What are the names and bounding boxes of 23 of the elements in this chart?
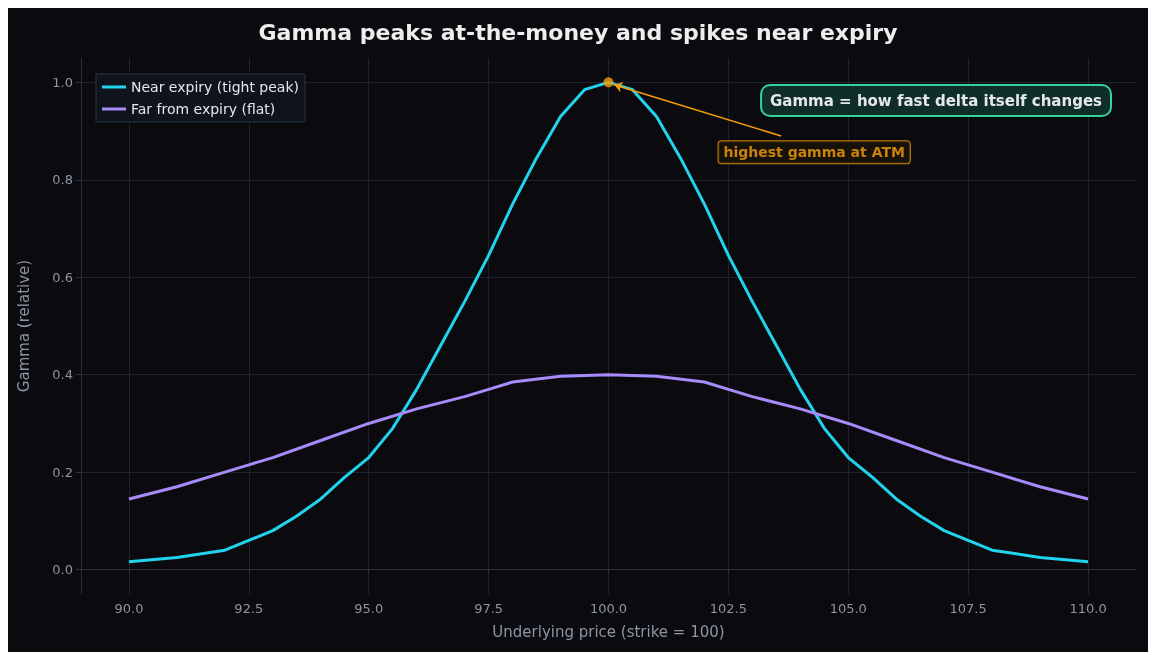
legend-label: Near expiry (tight peak) bbox=[131, 79, 299, 95]
y-tick-label: 0.6 bbox=[52, 269, 73, 285]
y-tick-label: 1.0 bbox=[52, 74, 73, 90]
annotation: Gamma = how fast delta itself changes bbox=[770, 91, 1103, 110]
x-tick-label: 102.5 bbox=[709, 601, 747, 616]
x-axis-title: Underlying price (strike = 100) bbox=[492, 622, 725, 641]
x-tick-label: 100.0 bbox=[589, 601, 628, 616]
legend-label: Far from expiry (flat) bbox=[131, 101, 276, 117]
x-tick-label: 105.0 bbox=[829, 601, 867, 616]
x-tick-label: 92.5 bbox=[234, 601, 264, 616]
annotation: highest gamma at ATM bbox=[723, 144, 905, 161]
chart-title: Gamma peaks at-the-money and spikes near expiry bbox=[258, 19, 898, 45]
y-tick-label: 0.4 bbox=[52, 367, 73, 383]
x-tick-label: 110.0 bbox=[1069, 601, 1107, 616]
y-tick-label: 0.8 bbox=[52, 172, 73, 188]
x-tick-label: 95.0 bbox=[354, 601, 384, 616]
y-tick-label: 0.0 bbox=[52, 562, 73, 578]
y-tick-label: 0.2 bbox=[52, 464, 73, 480]
y-axis-title: Gamma (relative) bbox=[14, 259, 33, 393]
x-tick-label: 90.0 bbox=[114, 601, 144, 616]
x-tick-label: 97.5 bbox=[474, 601, 504, 616]
line-series bbox=[127, 373, 1090, 501]
x-tick-label: 107.5 bbox=[949, 601, 987, 616]
